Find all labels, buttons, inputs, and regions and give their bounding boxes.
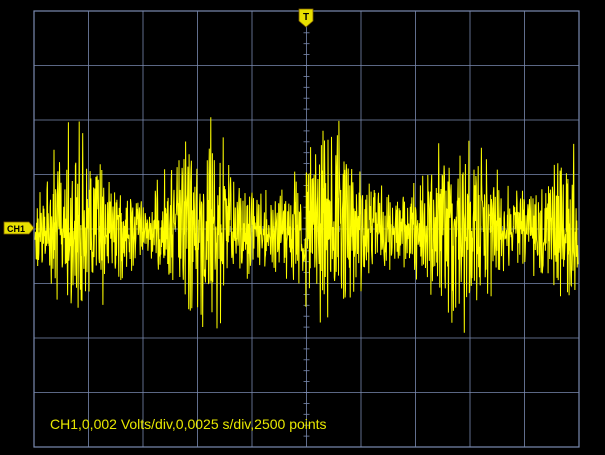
trigger-marker-icon <box>298 8 314 28</box>
ch1-level-marker-icon <box>3 221 35 235</box>
trigger-marker[interactable]: T <box>298 8 314 28</box>
channel-readout: CH1,0,002 Volts/div,0,0025 s/div,2500 po… <box>50 416 327 432</box>
trigger-marker-label: T <box>303 12 309 23</box>
ch1-level-marker[interactable]: CH1 <box>3 221 35 235</box>
ch1-level-marker-label: CH1 <box>7 224 25 234</box>
ch1-waveform-trace <box>34 117 579 333</box>
